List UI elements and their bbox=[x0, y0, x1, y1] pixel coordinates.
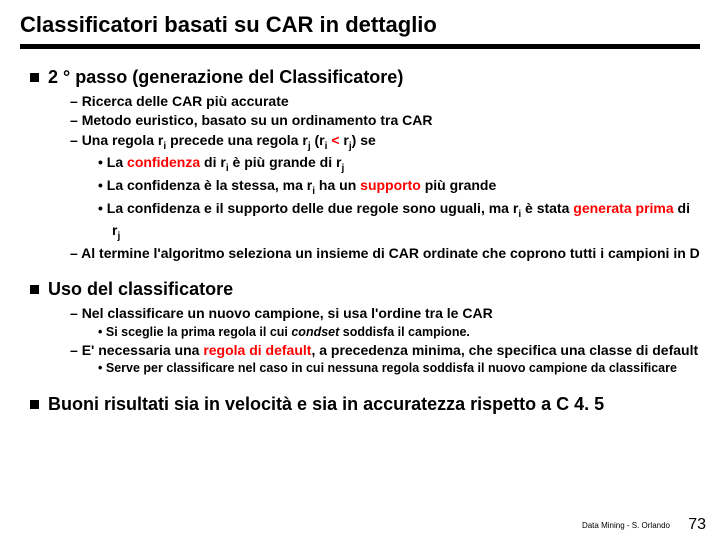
list-item: Al termine l'algoritmo seleziona un insi… bbox=[70, 244, 700, 263]
list-item: Serve per classificare nel caso in cui n… bbox=[98, 360, 700, 377]
list-item: Ricerca delle CAR più accurate bbox=[70, 92, 700, 111]
slide-title: Classificatori basati su CAR in dettagli… bbox=[20, 12, 700, 38]
footer-credit: Data Mining - S. Orlando bbox=[582, 521, 670, 530]
section-1-title: 2 ° passo (generazione del Classificator… bbox=[48, 67, 403, 87]
section-1-head: 2 ° passo (generazione del Classificator… bbox=[30, 67, 700, 88]
square-bullet-icon bbox=[30, 73, 39, 82]
list-item: Metodo euristico, basato su un ordinamen… bbox=[70, 111, 700, 130]
list-item: La confidenza di ri è più grande di rj bbox=[98, 153, 700, 176]
list-item: La confidenza è la stessa, ma ri ha un s… bbox=[98, 176, 700, 199]
section-1-list: Ricerca delle CAR più accurate Metodo eu… bbox=[70, 92, 700, 263]
section-2-list: Nel classificare un nuovo campione, si u… bbox=[70, 304, 700, 377]
section-1-sublist: La confidenza di ri è più grande di rj L… bbox=[98, 153, 700, 244]
square-bullet-icon bbox=[30, 400, 39, 409]
list-item: Si sceglie la prima regola il cui condse… bbox=[98, 324, 700, 341]
list-item: E' necessaria una regola di default, a p… bbox=[70, 341, 700, 360]
section-2-sublist-1: Si sceglie la prima regola il cui condse… bbox=[98, 324, 700, 341]
section-2-sublist-2: Serve per classificare nel caso in cui n… bbox=[98, 360, 700, 377]
page-number: 73 bbox=[688, 516, 706, 534]
square-bullet-icon bbox=[30, 285, 39, 294]
section-3-title: Buoni risultati sia in velocità e sia in… bbox=[48, 394, 604, 414]
title-rule bbox=[20, 44, 700, 49]
section-2-title: Uso del classificatore bbox=[48, 279, 233, 299]
list-item: Nel classificare un nuovo campione, si u… bbox=[70, 304, 700, 323]
list-item: La confidenza e il supporto delle due re… bbox=[98, 199, 700, 244]
list-item: Una regola ri precede una regola rj (ri … bbox=[70, 131, 700, 154]
section-3-head: Buoni risultati sia in velocità e sia in… bbox=[30, 394, 700, 415]
section-2-head: Uso del classificatore bbox=[30, 279, 700, 300]
